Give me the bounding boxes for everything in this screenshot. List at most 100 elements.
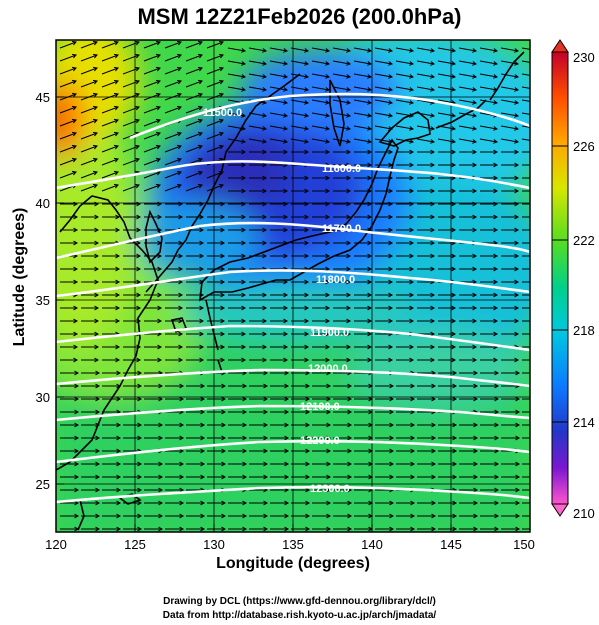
wind-arrow xyxy=(375,383,395,389)
wind-arrow xyxy=(458,125,478,131)
wind-arrow xyxy=(123,487,143,493)
wind-arrow xyxy=(332,99,352,105)
wind-arrow xyxy=(312,279,331,285)
wind-arrow xyxy=(102,292,121,298)
wind-arrow xyxy=(81,357,100,363)
contour-line xyxy=(56,485,530,504)
wind-arrow xyxy=(417,240,436,246)
wind-arrow xyxy=(354,279,373,285)
contour-label: 12000.0 xyxy=(308,363,348,375)
wind-arrow xyxy=(522,424,530,426)
wind-arrow xyxy=(417,370,437,376)
colorbar-label: 226 xyxy=(573,139,595,154)
wind-arrow xyxy=(207,201,226,207)
wind-arrow xyxy=(123,435,143,441)
wind-arrow xyxy=(122,79,140,88)
wind-arrow xyxy=(249,162,268,168)
wind-arrow xyxy=(374,99,394,105)
wind-arrow xyxy=(312,344,331,350)
wind-arrow xyxy=(501,526,521,532)
wind-arrow xyxy=(228,175,247,181)
wind-arrow xyxy=(311,125,331,131)
wind-arrow xyxy=(395,47,415,53)
wind-arrow xyxy=(60,526,80,532)
wind-arrow xyxy=(396,201,415,207)
wind-arrow xyxy=(143,131,161,140)
wind-arrow xyxy=(123,422,143,428)
wind-arrow xyxy=(60,266,79,272)
wind-arrow xyxy=(60,396,80,402)
wind-arrow xyxy=(228,305,247,311)
wind-arrow xyxy=(59,79,77,88)
wind-arrow xyxy=(459,370,479,376)
wind-arrow xyxy=(207,357,226,363)
wind-arrow xyxy=(249,214,268,220)
wind-arrow xyxy=(501,370,521,376)
wind-arrow xyxy=(101,66,119,75)
wind-arrow xyxy=(102,396,122,402)
wind-arrow xyxy=(291,370,311,376)
wind-arrow xyxy=(249,175,268,181)
wind-arrow xyxy=(123,214,142,220)
wind-arrow xyxy=(270,487,290,493)
wind-arrow xyxy=(123,370,143,376)
wind-arrow xyxy=(375,474,395,480)
wind-arrow xyxy=(501,266,520,272)
wind-arrow xyxy=(458,112,478,118)
wind-arrow xyxy=(479,73,499,79)
colorbar-label: 222 xyxy=(573,233,595,248)
wind-arrow xyxy=(438,513,458,519)
coastlines xyxy=(56,51,525,531)
wind-arrow xyxy=(500,112,520,118)
wind-arrow xyxy=(395,99,415,105)
wind-arrow xyxy=(290,60,310,66)
wind-arrow xyxy=(522,255,530,257)
wind-arrow xyxy=(60,305,79,311)
wind-arrow xyxy=(395,112,415,118)
wind-arrow xyxy=(186,279,205,285)
wind-arrow xyxy=(312,435,332,441)
wind-arrow xyxy=(186,214,205,220)
wind-arrow xyxy=(374,60,394,66)
wind-arrow xyxy=(248,47,268,53)
wind-arrow xyxy=(459,318,478,324)
wind-arrow xyxy=(144,214,163,220)
wind-arrow xyxy=(185,131,203,140)
wind-arrow xyxy=(81,422,101,428)
wind-arrow xyxy=(291,487,311,493)
wind-arrow xyxy=(522,268,530,270)
wind-arrow xyxy=(417,253,436,259)
wind-arrow xyxy=(60,214,79,220)
wind-arrow xyxy=(522,476,530,478)
wind-arrow xyxy=(501,331,520,337)
wind-arrow xyxy=(270,409,290,415)
wind-arrow xyxy=(270,292,289,298)
wind-arrow xyxy=(396,448,416,454)
wind-arrow xyxy=(186,422,206,428)
wind-arrow xyxy=(102,513,122,519)
wind-arrow xyxy=(332,112,352,118)
wind-arrow xyxy=(101,118,119,127)
wind-arrow xyxy=(354,318,373,324)
wind-arrow xyxy=(395,73,415,79)
wind-arrow xyxy=(143,157,161,166)
wind-arrow xyxy=(60,240,79,246)
wind-arrow xyxy=(417,396,437,402)
wind-arrow xyxy=(290,73,310,79)
wind-arrow xyxy=(269,60,289,66)
wind-arrow xyxy=(60,474,80,480)
wind-arrow xyxy=(312,266,331,272)
wind-arrow xyxy=(80,118,98,127)
wind-arrow xyxy=(80,79,98,88)
wind-arrow xyxy=(270,513,290,519)
wind-arrow xyxy=(81,526,101,532)
wind-arrow xyxy=(522,294,530,296)
wind-arrow xyxy=(228,227,247,233)
wind-arrow xyxy=(102,487,122,493)
wind-arrow xyxy=(459,162,478,168)
wind-arrow xyxy=(354,266,373,272)
wind-arrow xyxy=(291,422,311,428)
wind-arrow xyxy=(248,112,268,118)
wind-arrow xyxy=(522,515,530,517)
wind-arrow xyxy=(165,448,185,454)
